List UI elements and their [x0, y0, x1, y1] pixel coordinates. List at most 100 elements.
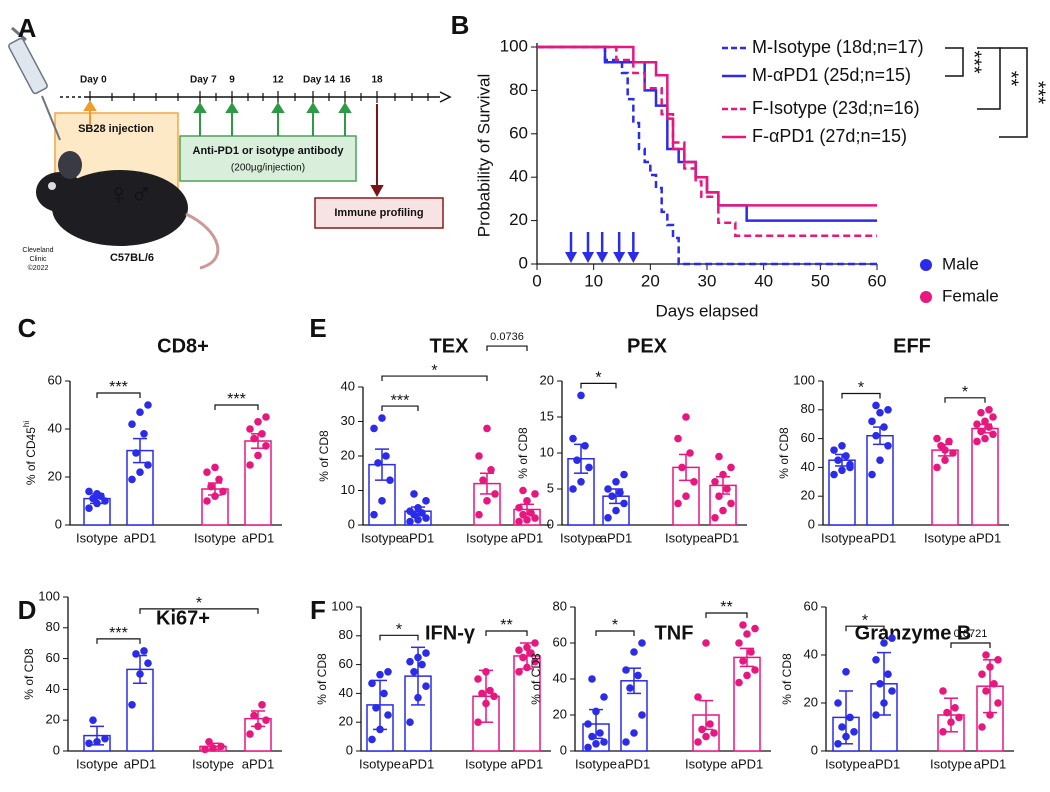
data-point — [262, 413, 270, 421]
y-tick-label: 40 — [804, 646, 818, 661]
data-point — [711, 514, 719, 522]
strain-text: C57BL/6 — [110, 252, 154, 264]
y-tick-label: 40 — [509, 167, 528, 186]
data-point — [523, 663, 531, 672]
data-point — [523, 643, 531, 652]
data-point — [132, 650, 140, 658]
significance-bracket — [96, 392, 141, 398]
data-point — [739, 657, 747, 665]
data-point — [872, 431, 880, 440]
data-point — [577, 478, 585, 486]
data-point — [384, 668, 392, 676]
x-tick-label: Isotype — [194, 530, 236, 545]
sex-symbols: ♀♂ — [108, 178, 153, 211]
data-point — [880, 639, 888, 647]
data-point — [422, 514, 430, 522]
timeline-label: 16 — [339, 75, 351, 86]
x-tick-label: aPD1 — [242, 530, 275, 545]
y-tick-label: 0 — [808, 516, 815, 531]
data-point — [372, 704, 380, 712]
data-point — [475, 510, 483, 519]
x-tick-label: Isotype — [575, 756, 617, 771]
x-tick-label: Isotype — [924, 530, 966, 545]
data-point — [592, 707, 600, 716]
significance-label: ** — [500, 617, 512, 634]
data-point — [674, 434, 682, 443]
x-tick-label: 60 — [868, 271, 887, 290]
x-tick-label: 20 — [641, 271, 660, 290]
data-point — [490, 692, 498, 701]
y-tick-label: 10 — [341, 482, 355, 497]
mouse — [36, 151, 220, 270]
y-tick-label: 40 — [801, 459, 815, 474]
chart-title: TEX — [430, 335, 470, 357]
data-point — [715, 452, 723, 461]
data-point — [830, 470, 838, 479]
significance-label: ** — [1000, 71, 1022, 87]
data-point — [85, 504, 93, 512]
panel-label: B — [451, 10, 470, 40]
injection-arrow — [83, 100, 97, 124]
data-point — [989, 413, 997, 421]
survival-line — [537, 45, 877, 238]
data-point — [715, 492, 723, 501]
data-point — [384, 711, 392, 719]
y-axis-label: % of CD8 — [516, 427, 530, 479]
y-axis-label: Probability of Survival — [474, 74, 493, 237]
data-point — [93, 490, 101, 498]
data-point — [258, 701, 266, 709]
significance-bracket — [944, 397, 986, 403]
syringe — [8, 26, 61, 141]
data-point — [872, 711, 880, 719]
data-point — [483, 497, 491, 505]
y-tick-label: 80 — [339, 627, 353, 642]
y-tick-label: 0 — [560, 742, 567, 757]
y-axis-label-main: % of CD45 — [24, 427, 38, 485]
data-point — [519, 510, 527, 519]
data-point — [698, 725, 706, 734]
timeline-label: Day 7 — [190, 75, 217, 86]
schematic — [8, 26, 452, 270]
legend-label: Male — [942, 254, 979, 273]
x-tick-label: Isotype — [560, 530, 602, 545]
data-point — [690, 478, 698, 486]
data-point — [842, 452, 850, 460]
y-tick-label: 100 — [38, 588, 60, 603]
x-tick-label: aPD1 — [868, 756, 901, 771]
significance-bracket — [381, 405, 419, 412]
data-point — [515, 668, 523, 676]
data-point — [977, 408, 985, 417]
y-axis-label-main: % of CD8 — [22, 648, 36, 700]
significance-bracket — [595, 630, 635, 636]
data-point — [872, 401, 880, 410]
y-tick-label: 80 — [509, 80, 528, 99]
treatment-text: Anti-PD1 or isotype antibody — [193, 145, 345, 157]
significance-label: *** — [963, 50, 985, 74]
data-point — [380, 689, 388, 698]
data-point — [523, 497, 531, 505]
data-point — [515, 517, 523, 526]
data-point — [674, 499, 682, 508]
y-tick-label: 0 — [811, 742, 818, 757]
data-point — [368, 735, 376, 744]
y-tick-label: 0 — [348, 516, 355, 531]
data-point — [620, 470, 628, 479]
x-tick-label: Isotype — [76, 530, 118, 545]
data-point — [205, 737, 213, 746]
data-point — [527, 509, 535, 517]
data-point — [982, 651, 990, 659]
y-axis-label-main: % of CD8 — [317, 430, 331, 482]
data-point — [727, 499, 735, 508]
data-point — [584, 743, 592, 752]
x-tick-label: Isotype — [930, 756, 972, 771]
data-point — [406, 657, 414, 666]
data-point — [386, 476, 394, 484]
data-point — [482, 699, 490, 708]
x-tick-label: Isotype — [76, 756, 118, 771]
data-point — [136, 468, 144, 477]
bar — [866, 434, 894, 526]
treatment-arrows — [193, 102, 352, 136]
significance-bracket — [841, 392, 881, 399]
chart-title: Ki67+ — [156, 607, 210, 629]
